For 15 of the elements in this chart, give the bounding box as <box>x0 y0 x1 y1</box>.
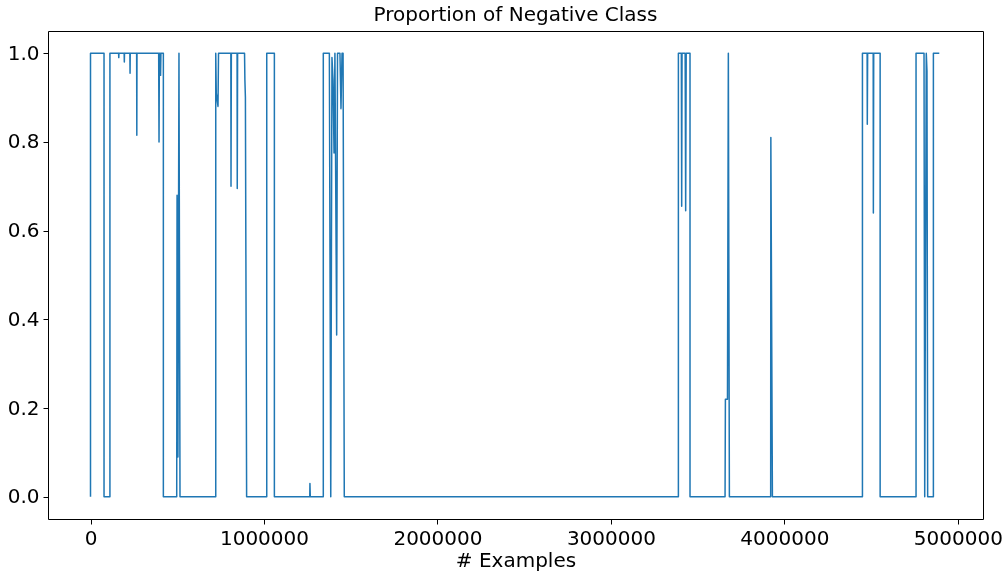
x-tick-label: 5000000 <box>913 525 1003 550</box>
line-series <box>89 52 941 498</box>
x-tick-label: 3000000 <box>566 525 656 550</box>
y-tick-label: 0.4 <box>7 306 40 331</box>
y-tick-label: 0.6 <box>7 218 40 243</box>
y-tick-label: 0.2 <box>7 395 40 420</box>
y-tick-label: 1.0 <box>7 40 40 65</box>
x-axis-title: # Examples <box>455 547 577 572</box>
chart-title: Proportion of Negative Class <box>373 2 658 26</box>
x-tick-label: 0 <box>84 525 98 550</box>
x-tick-label: 4000000 <box>740 525 830 550</box>
y-tick-label: 0.0 <box>7 484 40 509</box>
x-tick-label: 1000000 <box>219 525 310 550</box>
y-tick-label: 0.8 <box>7 129 40 154</box>
x-tick-label: 2000000 <box>393 525 483 550</box>
